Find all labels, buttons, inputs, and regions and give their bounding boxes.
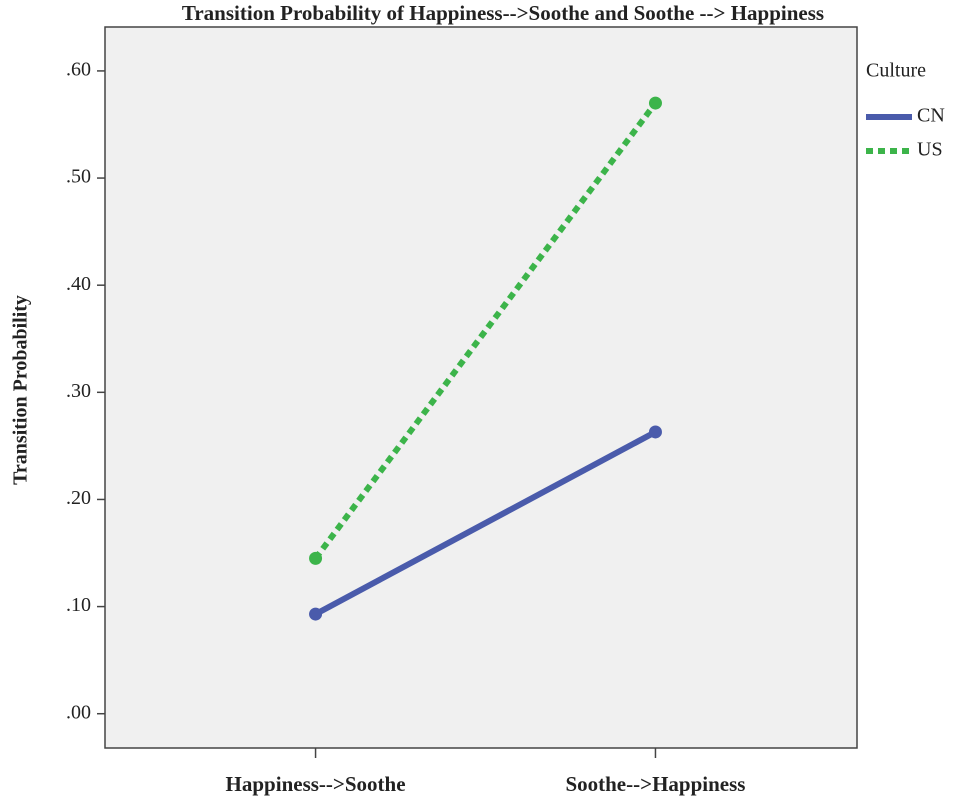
marker [648,425,662,439]
marker [309,551,323,565]
y-tick-label: .60 [66,59,91,81]
marker [648,96,662,110]
x-tick-label: Happiness-->Soothe [226,772,406,796]
marker [309,607,323,621]
y-tick-label: .50 [66,166,91,188]
legend-title: Culture [866,60,926,82]
x-tick-label: Soothe-->Happiness [565,772,745,796]
y-tick-label: .00 [66,701,91,723]
y-tick-label: .40 [66,273,91,295]
plot-area [104,26,858,749]
legend-label: CN [917,105,945,127]
y-tick-label: .30 [66,380,91,402]
legend-label: US [917,139,943,161]
chart-title: Transition Probability of Happiness-->So… [182,1,824,25]
series-line [314,429,657,617]
y-tick-label: .20 [66,487,91,509]
y-axis-label: Transition Probability [10,295,32,485]
y-tick-label: .10 [66,594,91,616]
series-line [313,101,658,561]
